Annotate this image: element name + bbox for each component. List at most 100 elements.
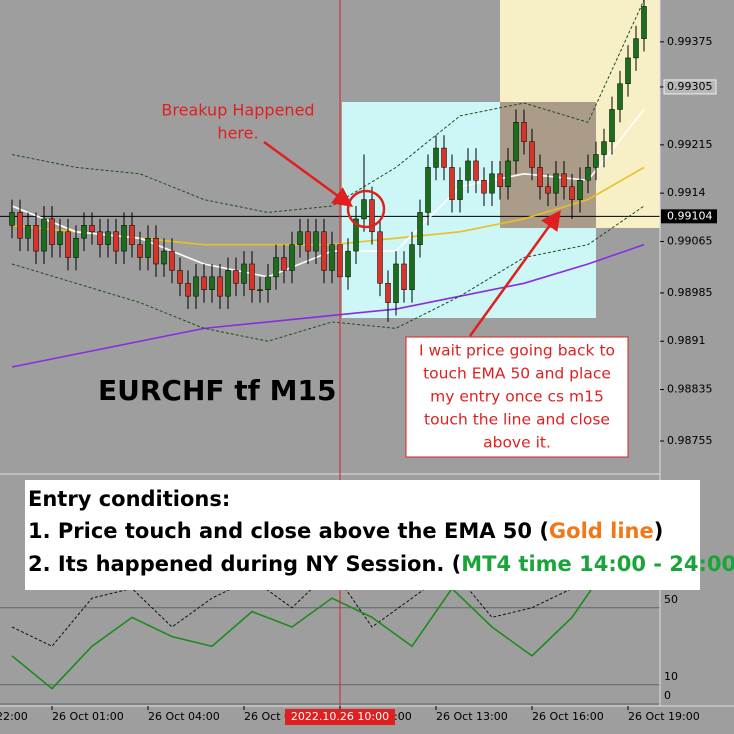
candle-body [137, 244, 143, 258]
candle-body [465, 160, 471, 181]
annotation-text: here. [217, 124, 258, 143]
candle-body [241, 263, 247, 284]
candle-body [169, 250, 175, 271]
annotation-text: Breakup Happened [161, 101, 314, 120]
y-tick-label: 0.99375 [667, 35, 713, 48]
indicator-line [11, 0, 645, 213]
condition-text: 2. Its happened during NY Session. ( [28, 552, 461, 576]
candle-body [25, 225, 31, 239]
candle-body [505, 160, 511, 187]
candle-body [417, 212, 423, 245]
candle-body [41, 218, 47, 252]
axes: 0.99375 0.99305 0.99215 0.9914 0.99065 0.9898… [0, 35, 717, 725]
x-tick-label: 26 Oct 16:00 [532, 710, 604, 723]
note-text: touch the line and close [424, 411, 610, 429]
price-box [661, 209, 717, 224]
candle-body [401, 263, 407, 290]
highlight-circle [346, 189, 386, 229]
candle-body [233, 270, 239, 284]
y-tick-label: 0.99215 [667, 138, 713, 151]
candle-body [457, 180, 463, 200]
candle-body [625, 57, 631, 84]
candle-body [497, 173, 503, 187]
condition-highlight: MT4 time 14:00 - 24:00 [461, 552, 734, 576]
candle-body [57, 231, 63, 245]
candle-body [105, 231, 111, 245]
candle-body [553, 173, 559, 194]
candle-body [129, 225, 135, 245]
candle-body [49, 218, 55, 245]
candle-body [425, 167, 431, 213]
candle-body [281, 257, 287, 271]
candle-body [73, 237, 79, 258]
candle-body [217, 276, 223, 297]
osc-tick-label: 50 [664, 593, 678, 606]
candle-body [617, 83, 623, 110]
candle-body [209, 276, 215, 290]
condition: 1. Price touch and close above the EMA 5… [28, 519, 663, 543]
candle-body [97, 231, 103, 245]
marker-box [285, 709, 395, 725]
y-tick-label: 0.98755 [667, 434, 713, 447]
candle-body [593, 154, 599, 168]
candle-body [297, 231, 303, 245]
note-text: I wait price going back to [419, 342, 615, 360]
candle-body [65, 231, 71, 258]
current-price-label: 0.99104 [667, 209, 713, 222]
condition-text: ) [654, 519, 664, 543]
candle-body [329, 244, 335, 271]
candle-body [321, 231, 327, 271]
candle-body [177, 270, 183, 284]
candle-body [393, 263, 399, 303]
candle-body [273, 257, 279, 278]
x-tick-label: 26 Oct 01:00 [52, 710, 124, 723]
note-text: above it. [483, 434, 551, 452]
price-panel [0, 0, 660, 368]
candle-body [201, 276, 207, 290]
candle-body [289, 244, 295, 271]
candle-body [569, 186, 575, 200]
candle-body [601, 141, 607, 155]
candle-body [361, 199, 367, 220]
x-tick-label: 26 Oct 04:00 [148, 710, 220, 723]
candle-body [441, 147, 447, 168]
marker-label: 2022.10.26 10:00 [291, 710, 389, 723]
conditions-title: Entry conditions: [28, 487, 230, 511]
candle-body [153, 237, 159, 265]
arrow [468, 209, 561, 337]
y-tick-label: 0.99065 [667, 234, 713, 247]
indicator-line [11, 205, 645, 342]
condition-highlight: Gold line [549, 519, 654, 543]
condition: 2. Its happened during NY Session. (MT4 … [28, 552, 734, 576]
candle-body [433, 147, 439, 168]
x-tick-label: 26 Oct 13:00 [436, 710, 508, 723]
y-tick-label: 0.98835 [667, 383, 713, 396]
candle-body [225, 270, 231, 297]
candle-body [385, 283, 391, 303]
candle-body [481, 180, 487, 194]
candle-body [609, 109, 615, 142]
osc-tick-label: 10 [664, 670, 678, 683]
y-tick-label: 0.99305 [667, 80, 713, 93]
arrow [263, 140, 354, 207]
candle-body [545, 186, 551, 194]
osc-tick-label: 0 [664, 689, 671, 702]
y-tick-label: 0.9891 [667, 334, 706, 347]
candle-body [577, 180, 583, 200]
candle-body [33, 225, 39, 252]
candle-body [113, 231, 119, 252]
candle-body [641, 6, 647, 39]
candle-body [489, 173, 495, 194]
candle-body [121, 225, 127, 252]
symbol-label: EURCHF tf M15 [98, 374, 336, 407]
candle-body [409, 244, 415, 290]
note-text: my entry once cs m15 [430, 388, 604, 406]
condition-text: 1. Price touch and close above the EMA 5… [28, 519, 549, 543]
indicator-line [11, 243, 645, 368]
note: I wait price going back to touch EMA 50 a… [419, 342, 615, 452]
conditions-box [25, 480, 700, 590]
candle-body [17, 212, 23, 239]
candle-body [369, 199, 375, 233]
